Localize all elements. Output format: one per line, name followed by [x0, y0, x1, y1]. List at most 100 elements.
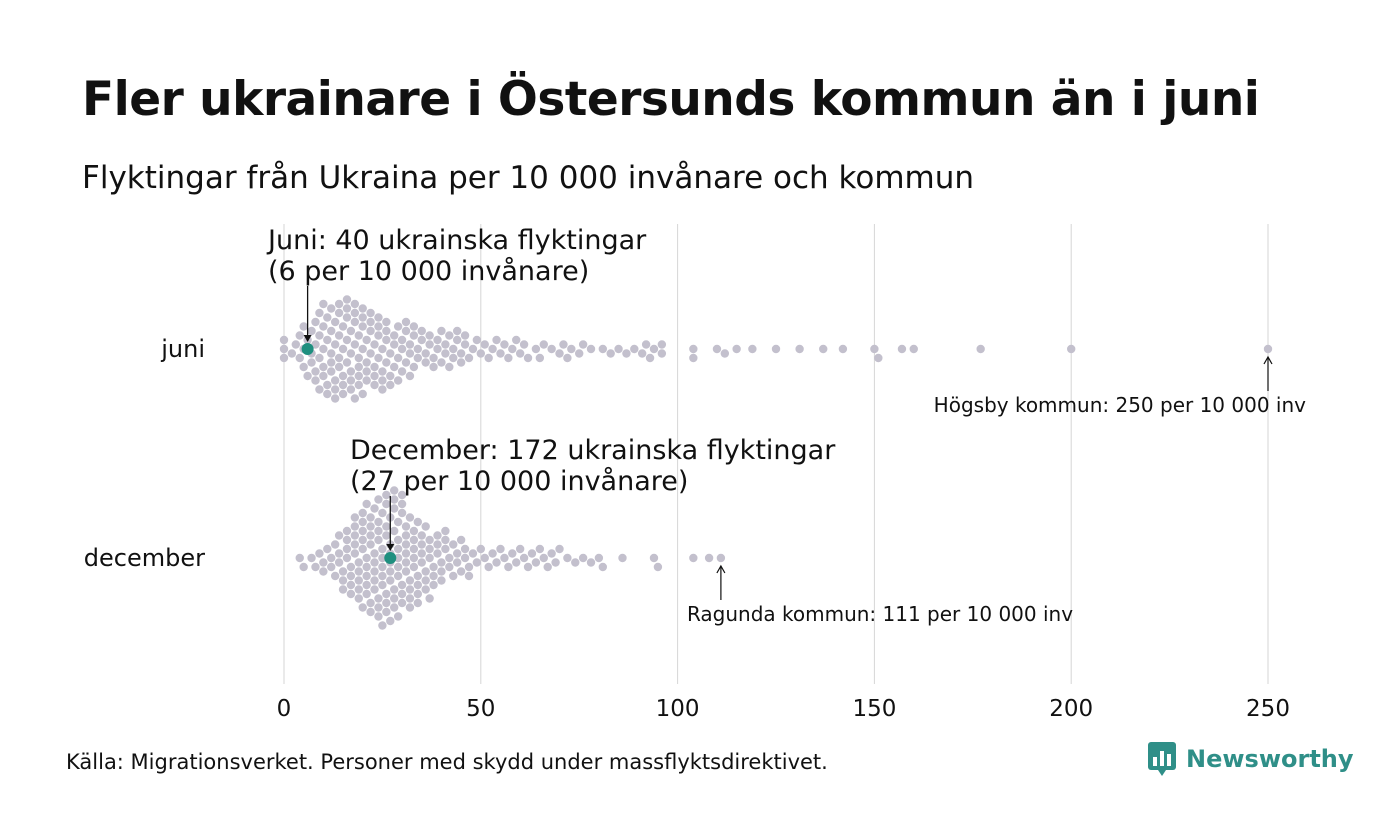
data-point [346, 349, 356, 358]
data-point [342, 335, 352, 345]
data-point [330, 376, 340, 385]
data-point [350, 549, 360, 558]
data-point [354, 576, 363, 585]
data-point [401, 522, 411, 531]
data-point [551, 558, 560, 567]
data-point [539, 340, 548, 349]
data-point [370, 371, 379, 381]
data-point [346, 571, 356, 581]
data-point [425, 544, 434, 554]
data-point [449, 344, 458, 354]
data-point [555, 349, 564, 358]
data-point [409, 331, 419, 340]
data-point [362, 589, 371, 599]
data-point [417, 558, 426, 567]
highlight-label: (27 per 10 000 invånare) [350, 466, 688, 497]
data-point [555, 544, 564, 554]
data-point [370, 558, 379, 567]
data-point [417, 335, 426, 345]
data-point [421, 522, 430, 531]
data-point [346, 580, 356, 590]
data-point [378, 367, 387, 376]
data-point [819, 344, 828, 354]
data-point [354, 594, 363, 603]
data-point [362, 367, 371, 376]
data-point [496, 544, 505, 554]
data-point [319, 371, 328, 381]
row-label: december [84, 544, 205, 572]
data-point [508, 549, 517, 558]
data-point [429, 353, 438, 363]
data-point [630, 344, 639, 354]
x-tick-label: 50 [466, 696, 495, 722]
data-point [870, 344, 879, 354]
data-point [390, 585, 399, 594]
data-point [362, 335, 371, 345]
data-point [456, 535, 466, 545]
data-point [515, 349, 525, 358]
chart-title: Fler ukrainare i Östersunds kommun än i … [82, 72, 1260, 127]
data-point [441, 526, 450, 536]
data-point [397, 367, 407, 376]
data-point [409, 526, 419, 536]
data-point [433, 549, 442, 558]
data-point [417, 549, 426, 558]
data-point [578, 553, 588, 563]
data-point [362, 376, 371, 385]
chart-subtitle: Flyktingar från Ukraina per 10 000 invån… [82, 160, 975, 196]
highlight-label: December: 172 ukrainska flyktingar [350, 435, 836, 466]
data-point [334, 331, 344, 340]
data-point [413, 571, 423, 581]
data-point [523, 353, 533, 363]
data-point [417, 531, 426, 540]
data-point [393, 612, 403, 621]
data-point [515, 544, 525, 554]
data-point [748, 344, 757, 354]
data-point [449, 353, 458, 363]
data-point [480, 340, 489, 349]
data-point [401, 317, 411, 327]
data-point [358, 304, 367, 313]
data-point [354, 567, 363, 576]
data-point [342, 544, 352, 554]
data-point [374, 331, 383, 340]
data-point [378, 385, 387, 394]
data-point [390, 594, 399, 603]
data-point [338, 344, 348, 354]
data-point [578, 340, 588, 349]
data-point [334, 353, 344, 363]
data-point [291, 340, 301, 349]
data-point [386, 380, 395, 390]
data-point [319, 344, 328, 354]
data-point [598, 344, 608, 354]
data-point [397, 589, 407, 599]
data-point [378, 544, 387, 554]
data-point [492, 335, 501, 345]
data-point [401, 326, 411, 336]
data-point [350, 513, 360, 522]
data-point [425, 340, 434, 349]
data-point [531, 558, 541, 567]
data-point [382, 522, 391, 531]
data-point [382, 598, 391, 608]
data-point [342, 295, 352, 304]
data-point [567, 344, 576, 354]
data-point [374, 353, 383, 363]
data-point [689, 353, 698, 363]
data-point [397, 335, 407, 345]
highlight-point [301, 343, 314, 355]
data-point [366, 531, 375, 540]
data-point [303, 371, 312, 381]
data-point [523, 562, 533, 572]
data-point [614, 344, 623, 354]
data-point [405, 513, 415, 522]
data-point [441, 544, 450, 554]
data-point [390, 486, 399, 495]
data-point [279, 335, 289, 345]
data-point [393, 376, 403, 385]
data-point [327, 326, 336, 336]
data-point [342, 526, 352, 536]
data-point [354, 353, 363, 363]
data-point [374, 322, 383, 331]
data-point [358, 508, 367, 518]
